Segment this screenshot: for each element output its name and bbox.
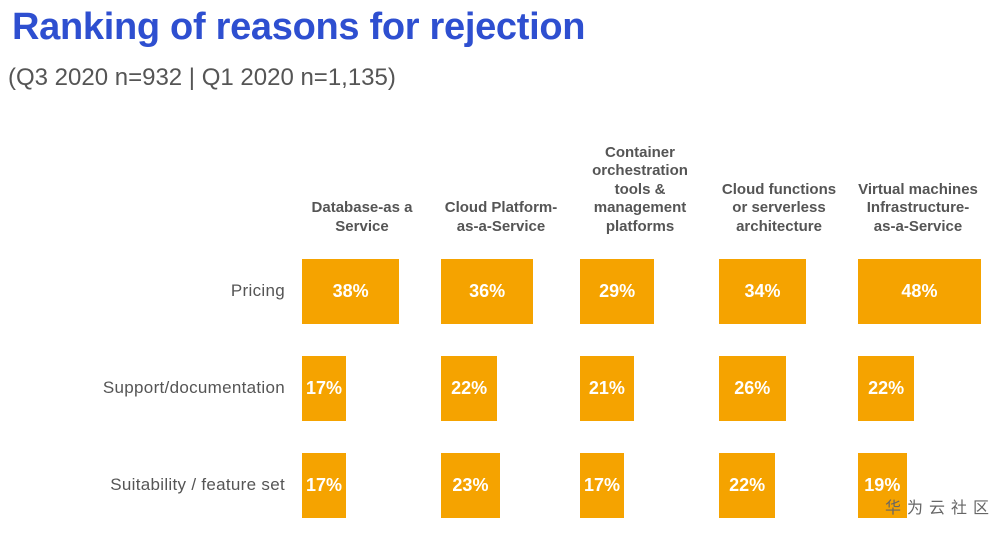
bar-value-label: 22% [729,474,766,495]
bar-value-label: 23% [452,474,489,495]
bar-value-label: 36% [469,280,506,301]
column-header: Database-as a Service [311,199,413,235]
row-label: Suitability / feature set [110,474,285,494]
bar-value-label: 19% [864,474,901,495]
bar [302,356,346,421]
bar-value-label: 17% [305,377,343,398]
bar [580,259,655,324]
bar [441,259,534,324]
bar-value-label: 22% [451,377,488,398]
row-label: Support/documentation [102,377,285,397]
bar [719,259,807,324]
bar [858,259,981,324]
bar-value-label: 17% [583,474,621,495]
bar [302,453,346,518]
chart-subtitle: (Q3 2020 n=932 | Q1 2020 n=1,135) [8,64,396,91]
column-header: Container orchestration tools & manageme… [592,143,688,235]
column-header: Cloud functions or serverless architectu… [721,180,837,235]
bar [302,259,400,324]
bar [441,356,498,421]
column-header: Virtual machines Infrastructure- as-a-Se… [858,180,978,235]
row-label: Pricing [230,280,285,300]
bar-value-label: 34% [744,280,781,301]
bar-value-label: 38% [332,280,369,301]
bar-value-label: 48% [901,280,938,301]
chart-title: Ranking of reasons for rejection [12,6,586,48]
bar-value-label: 21% [588,377,625,398]
bar-value-label: 29% [599,280,636,301]
bar [719,356,786,421]
bar-value-label: 17% [305,474,343,495]
bar-value-label: 26% [734,377,771,398]
watermark: 华为云社区 [884,500,995,517]
bar [580,356,634,421]
bar [441,453,500,518]
bar [858,453,907,518]
bar [580,453,624,518]
column-header: Cloud Platform- as-a-Service [444,199,558,235]
bar-value-label: 22% [868,377,905,398]
bar [858,356,915,421]
bar [719,453,776,518]
